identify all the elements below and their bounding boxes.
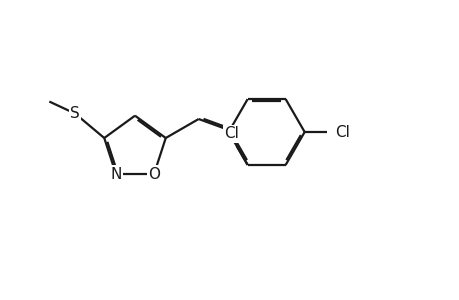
Text: S: S (70, 106, 80, 121)
Text: Cl: Cl (335, 124, 349, 140)
Text: Cl: Cl (224, 126, 239, 141)
Text: N: N (110, 167, 122, 182)
Text: O: O (148, 167, 160, 182)
